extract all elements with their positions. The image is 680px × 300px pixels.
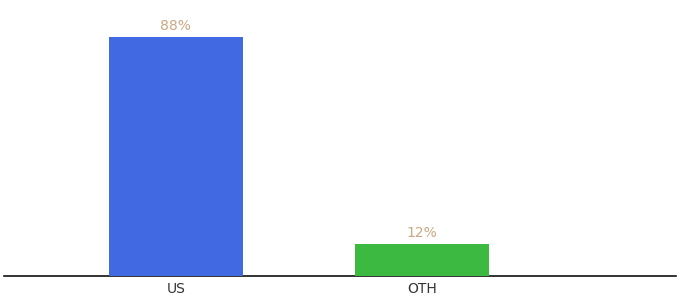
Bar [109, 37, 243, 276]
Text: 88%: 88% [160, 19, 191, 33]
Text: 12%: 12% [407, 226, 437, 239]
Bar [355, 244, 489, 276]
